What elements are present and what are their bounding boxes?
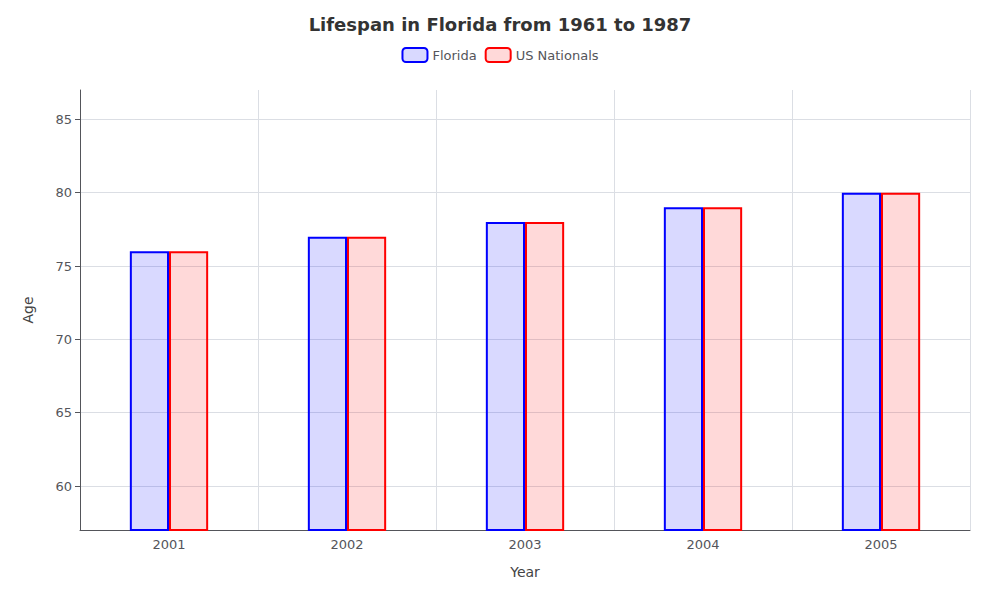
svg-text:Florida: Florida <box>432 48 476 63</box>
svg-text:2005: 2005 <box>864 537 897 552</box>
svg-text:2002: 2002 <box>330 537 363 552</box>
svg-text:2003: 2003 <box>508 537 541 552</box>
svg-text:2004: 2004 <box>686 537 719 552</box>
svg-text:Age: Age <box>20 296 36 323</box>
svg-text:85: 85 <box>55 112 72 127</box>
svg-text:US Nationals: US Nationals <box>516 48 599 63</box>
svg-text:60: 60 <box>55 479 72 494</box>
svg-text:2001: 2001 <box>152 537 185 552</box>
svg-text:80: 80 <box>55 185 72 200</box>
svg-text:Year: Year <box>509 564 540 580</box>
svg-text:70: 70 <box>55 332 72 347</box>
svg-text:Lifespan in Florida from 1961: Lifespan in Florida from 1961 to 1987 <box>309 14 692 35</box>
svg-text:75: 75 <box>55 259 72 274</box>
svg-text:65: 65 <box>55 405 72 420</box>
